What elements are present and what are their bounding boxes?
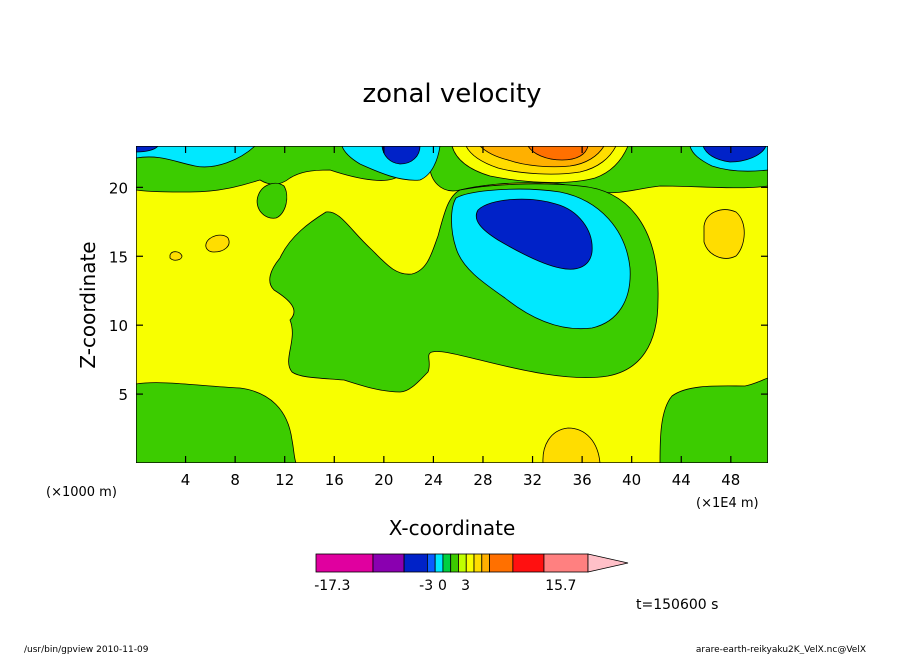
x-axis-label: X-coordinate — [389, 516, 516, 540]
colorbar-label: -17.3 — [314, 578, 350, 594]
contour-field — [136, 146, 768, 463]
colorbar-segment — [450, 553, 459, 573]
contour-top-blue-mid — [381, 146, 421, 165]
time-annotation: t=150600 s — [636, 597, 718, 613]
colorbar-segment — [512, 553, 545, 573]
contour-bottom-green-left — [136, 382, 297, 463]
x-tick-label: 32 — [523, 471, 542, 489]
colorbar — [315, 553, 629, 573]
colorbar-segment — [403, 553, 428, 573]
x-tick-label: 48 — [721, 471, 740, 489]
contour-island-green — [256, 182, 288, 219]
contour-top-dark-orange — [527, 146, 589, 161]
contour-blob-right — [703, 209, 745, 259]
colorbar-segment — [465, 553, 475, 573]
colorbar-segment — [489, 553, 514, 573]
colorbar-label: 0 — [438, 578, 447, 594]
colorbar-labels: -17.3 -3 0 3 15.7 — [314, 578, 576, 594]
x-tick-label: 28 — [473, 471, 492, 489]
colorbar-segment — [543, 553, 589, 573]
colorbar-segment — [372, 553, 405, 573]
y-tick-label: 10 — [109, 317, 128, 335]
x-tick-label: 20 — [374, 471, 393, 489]
colorbar-segment — [315, 553, 374, 573]
contour-center-blue — [475, 198, 593, 270]
contour-bottom-orange — [542, 427, 601, 463]
contour-top-blue-right — [702, 146, 767, 163]
contour-bottom-green-right — [659, 377, 768, 463]
x-axis-units: (×1E4 m) — [696, 496, 759, 511]
x-tick-label: 44 — [672, 471, 691, 489]
contour-blob-left — [205, 234, 230, 253]
x-tick-label: 8 — [230, 471, 240, 489]
x-tick-label: 4 — [181, 471, 191, 489]
colorbar-segment — [442, 553, 452, 573]
y-tick-label: 20 — [109, 179, 128, 197]
contour-top-cyan-left — [136, 146, 256, 168]
colorbar-segment — [426, 553, 436, 573]
y-tick-label: 15 — [109, 248, 128, 266]
x-tick-label: 24 — [424, 471, 443, 489]
y-axis-ticks: 5 10 15 20 — [109, 179, 768, 404]
footer-left: /usr/bin/gpview 2010-11-09 — [24, 645, 149, 654]
colorbar-label: 3 — [461, 578, 470, 594]
colorbar-arrow — [587, 553, 629, 573]
y-axis-units: (×1000 m) — [46, 485, 117, 500]
colorbar-label: -3 — [419, 578, 433, 594]
footer-right: arare-earth-reikyaku2K_VelX.nc@VelX — [696, 645, 866, 654]
colorbar-label: 15.7 — [545, 578, 576, 594]
colorbar-segment — [458, 553, 467, 573]
colorbar-segment — [434, 553, 444, 573]
x-tick-label: 16 — [325, 471, 344, 489]
colorbar-segment — [481, 553, 490, 573]
chart-title: zonal velocity — [362, 79, 541, 109]
x-tick-label: 12 — [275, 471, 294, 489]
y-axis-label: Z-coordinate — [76, 241, 100, 368]
x-tick-label: 36 — [573, 471, 592, 489]
colorbar-segment — [473, 553, 483, 573]
contour-blob-left-small — [169, 251, 183, 261]
x-tick-label: 40 — [622, 471, 641, 489]
y-tick-label: 5 — [118, 386, 128, 404]
x-axis-ticks: 4 8 12 16 20 24 28 32 36 40 44 48 — [181, 146, 740, 489]
